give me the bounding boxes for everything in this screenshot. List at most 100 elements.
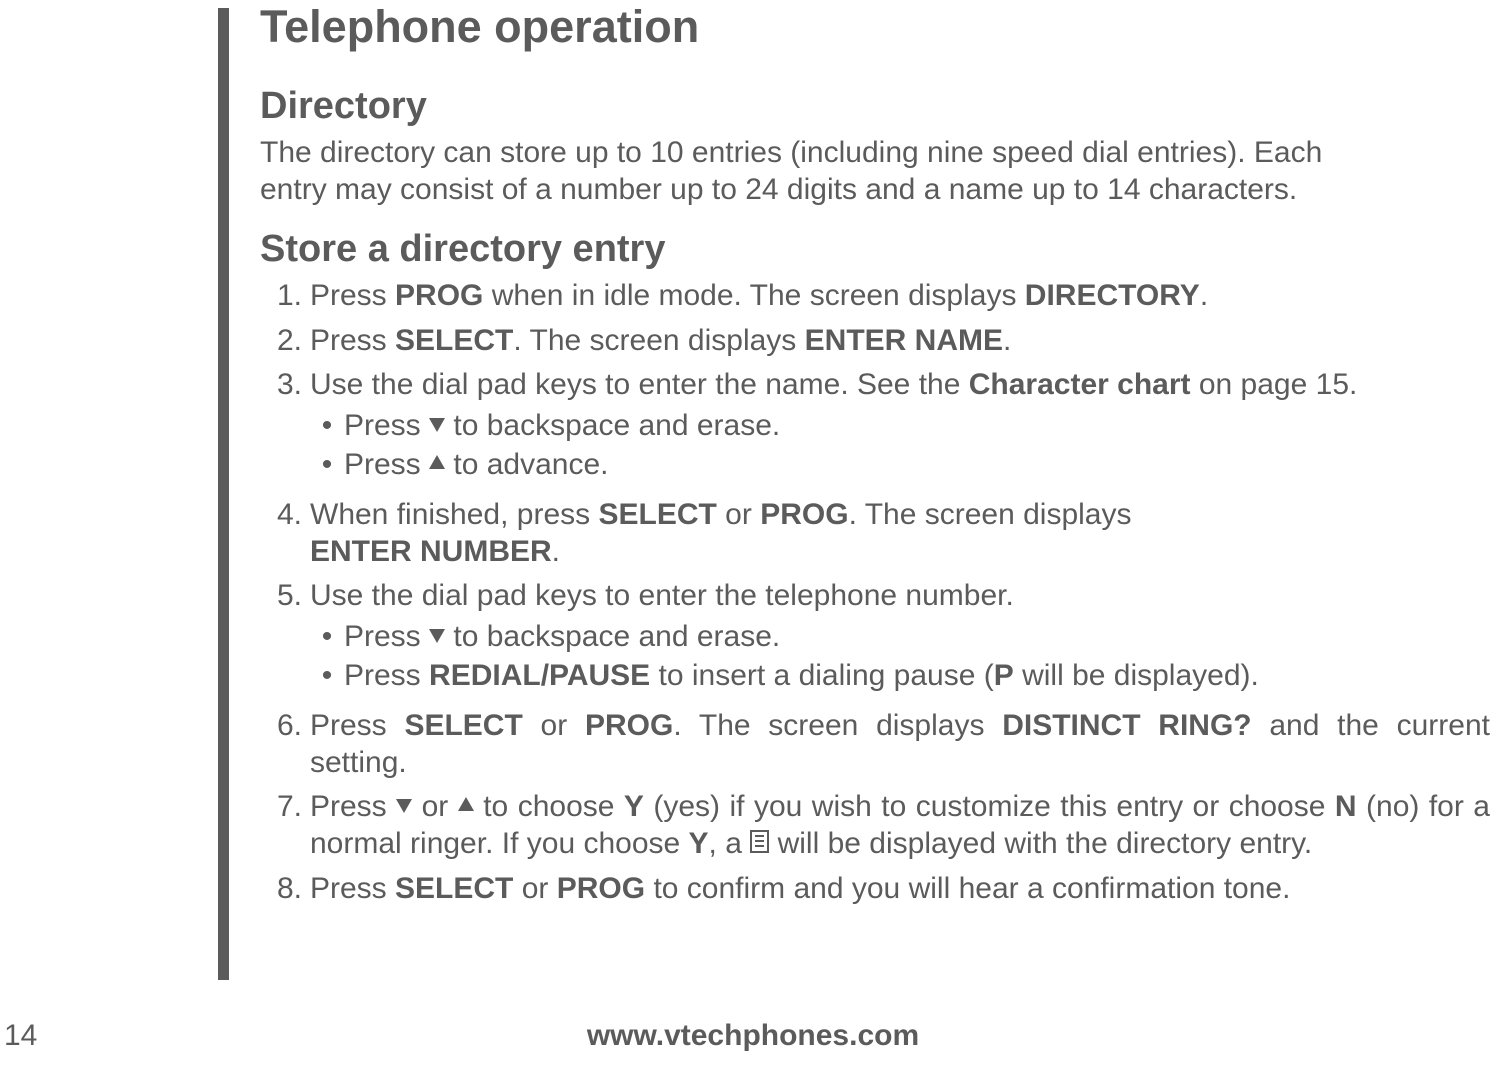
bullet-body: Press REDIAL/PAUSE to insert a dialing p… <box>344 658 1490 695</box>
option-n: N <box>1335 790 1357 823</box>
option-y: Y <box>624 790 644 823</box>
screen-enter-name: ENTER NAME <box>805 324 1003 357</box>
screen-distinct-ring: DISTINCT RING? <box>1002 709 1251 742</box>
text: Press <box>310 324 395 357</box>
footer-url: www.vtechphones.com <box>0 1019 1506 1053</box>
step-number: 4. <box>260 497 302 570</box>
steps-list: 1. Press PROG when in idle mode. The scr… <box>260 278 1490 907</box>
text: , a <box>709 827 751 860</box>
key-select: SELECT <box>395 324 513 357</box>
manual-page: Telephone operation Directory The direct… <box>0 0 1506 1073</box>
step-body: Use the dial pad keys to enter the name.… <box>310 367 1490 489</box>
intro-line-2: entry may consist of a number up to 24 d… <box>260 173 1297 206</box>
step-4: 4. When finished, press SELECT or PROG. … <box>260 497 1490 570</box>
arrow-down-icon <box>429 629 445 643</box>
text: . The screen displays <box>849 498 1132 531</box>
text: to choose <box>474 790 624 823</box>
text: to advance. <box>445 448 608 481</box>
intro-line-1: The directory can store up to 10 entries… <box>260 136 1322 169</box>
text: to confirm and you will hear a confirmat… <box>645 872 1290 905</box>
text: Press <box>344 409 429 442</box>
step-body: Press SELECT or PROG to confirm and you … <box>310 871 1490 908</box>
option-y: Y <box>689 827 709 860</box>
text: . The screen displays <box>673 709 1002 742</box>
text: (yes) if you wish to customize this entr… <box>644 790 1335 823</box>
step-number: 2. <box>260 323 302 360</box>
step-number: 8. <box>260 871 302 908</box>
step-body: Use the dial pad keys to enter the telep… <box>310 578 1490 700</box>
text: . <box>1200 279 1208 312</box>
subsection-title: Store a directory entry <box>260 227 1490 273</box>
text: Press <box>310 790 396 823</box>
content-area: Telephone operation Directory The direct… <box>260 0 1490 915</box>
bullet-body: Press to backspace and erase. <box>344 408 1490 445</box>
text: Use the dial pad keys to enter the name.… <box>310 368 969 401</box>
key-select: SELECT <box>404 709 522 742</box>
text: when in idle mode. The screen displays <box>483 279 1024 312</box>
bullet: • Press to backspace and erase. <box>310 619 1490 656</box>
text: or <box>513 872 556 905</box>
ref-character-chart: Character chart <box>969 368 1191 401</box>
text: on page 15. <box>1191 368 1358 401</box>
key-prog: PROG <box>395 279 483 312</box>
text: Use the dial pad keys to enter the telep… <box>310 579 1014 612</box>
text: Press <box>310 709 404 742</box>
text: will be displayed). <box>1014 659 1259 692</box>
text: or <box>412 790 458 823</box>
step-3-bullets: • Press to backspace and erase. • Press … <box>310 408 1490 483</box>
key-prog: PROG <box>760 498 848 531</box>
directory-entry-icon <box>750 830 769 853</box>
text: When finished, press <box>310 498 598 531</box>
text: Press <box>310 872 395 905</box>
step-number: 1. <box>260 278 302 315</box>
step-number: 7. <box>260 789 302 862</box>
step-6: 6. Press SELECT or PROG. The screen disp… <box>260 708 1490 781</box>
step-number: 6. <box>260 708 302 781</box>
bullet: • Press to backspace and erase. <box>310 408 1490 445</box>
text: to backspace and erase. <box>445 620 780 653</box>
bullet-body: Press to advance. <box>344 447 1490 484</box>
key-select: SELECT <box>395 872 513 905</box>
text: will be displayed with the directory ent… <box>769 827 1312 860</box>
text: . <box>1003 324 1011 357</box>
bullet-body: Press to backspace and erase. <box>344 619 1490 656</box>
side-rule <box>218 8 229 980</box>
text: Press <box>344 620 429 653</box>
arrow-down-icon <box>429 418 445 432</box>
arrow-up-icon <box>429 455 445 469</box>
bullet-marker: • <box>310 658 344 695</box>
arrow-up-icon <box>458 797 474 811</box>
step-5-bullets: • Press to backspace and erase. • Press … <box>310 619 1490 694</box>
text: Press <box>344 659 429 692</box>
step-body: Press or to choose Y (yes) if you wish t… <box>310 789 1490 862</box>
bullet: • Press REDIAL/PAUSE to insert a dialing… <box>310 658 1490 695</box>
screen-directory: DIRECTORY <box>1025 279 1200 312</box>
text: or <box>523 709 585 742</box>
step-body: Press SELECT or PROG. The screen display… <box>310 708 1490 781</box>
key-prog: PROG <box>585 709 673 742</box>
screen-p: P <box>994 659 1014 692</box>
step-body: Press SELECT. The screen displays ENTER … <box>310 323 1490 360</box>
arrow-down-icon <box>396 799 412 813</box>
chapter-title: Telephone operation <box>260 0 1490 54</box>
section-title: Directory <box>260 84 1490 130</box>
text: Press <box>310 279 395 312</box>
key-redial-pause: REDIAL/PAUSE <box>429 659 650 692</box>
text: . <box>552 535 560 568</box>
bullet-marker: • <box>310 447 344 484</box>
step-number: 3. <box>260 367 302 489</box>
step-8: 8. Press SELECT or PROG to confirm and y… <box>260 871 1490 908</box>
step-5: 5. Use the dial pad keys to enter the te… <box>260 578 1490 700</box>
step-body: Press PROG when in idle mode. The screen… <box>310 278 1490 315</box>
bullet: • Press to advance. <box>310 447 1490 484</box>
step-2: 2. Press SELECT. The screen displays ENT… <box>260 323 1490 360</box>
bullet-marker: • <box>310 408 344 445</box>
text: to insert a dialing pause ( <box>650 659 994 692</box>
bullet-marker: • <box>310 619 344 656</box>
text: to backspace and erase. <box>445 409 780 442</box>
step-1: 1. Press PROG when in idle mode. The scr… <box>260 278 1490 315</box>
step-number: 5. <box>260 578 302 700</box>
text: . The screen displays <box>513 324 804 357</box>
key-select: SELECT <box>598 498 716 531</box>
text: Press <box>344 448 429 481</box>
